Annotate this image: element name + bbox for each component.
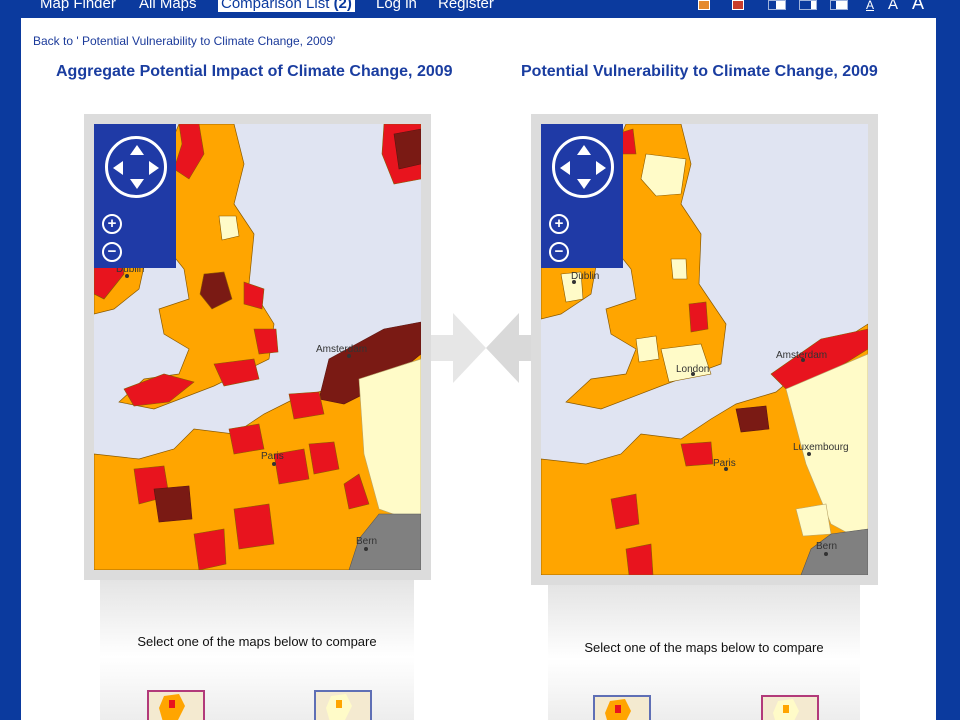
map-label-paris: Paris — [713, 458, 736, 469]
rss-icon[interactable] — [698, 0, 710, 10]
nav-map-finder[interactable]: Map Finder — [40, 0, 116, 12]
pan-up-icon[interactable] — [577, 145, 591, 155]
top-navigation: Map Finder All Maps Comparison List (2) … — [0, 0, 960, 18]
pan-left-icon[interactable] — [560, 161, 570, 175]
layout-wide-icon[interactable] — [830, 0, 848, 10]
font-size-medium-button[interactable]: A — [888, 0, 899, 13]
map-label-bern: Bern — [816, 541, 837, 552]
pan-up-icon[interactable] — [130, 145, 144, 155]
layout-medium-icon[interactable] — [799, 0, 817, 10]
nav-log-in[interactable]: Log in — [376, 0, 417, 12]
map-title-left: Aggregate Potential Impact of Climate Ch… — [56, 63, 453, 80]
compare-prompt-left: Select one of the maps below to compare — [137, 634, 377, 649]
map-controls-left: + − — [94, 124, 176, 268]
content-panel: Back to ' Potential Vulnerability to Cli… — [21, 18, 936, 720]
map-label-bern: Bern — [356, 536, 377, 547]
pan-right-icon[interactable] — [149, 161, 159, 175]
pan-left-icon[interactable] — [113, 161, 123, 175]
map-label-luxembourg: Luxembourg — [793, 442, 849, 453]
compare-prompt-right: Select one of the maps below to compare — [584, 640, 824, 655]
choropleth-map-left: Dublin Amsterdam Paris Bern — [94, 124, 421, 570]
map-canvas-right[interactable]: Dublin Amsterdam London Paris Luxembourg… — [541, 124, 868, 575]
map-label-london: London — [676, 364, 709, 375]
pan-control-left[interactable] — [105, 136, 167, 198]
back-link[interactable]: Back to ' Potential Vulnerability to Cli… — [33, 34, 336, 48]
map-label-paris: Paris — [261, 451, 284, 462]
pan-down-icon[interactable] — [130, 179, 144, 189]
font-size-small-button[interactable]: A — [866, 0, 875, 12]
compare-panel-right: Select one of the maps below to compare — [548, 585, 860, 720]
map-frame-right: Dublin Amsterdam London Paris Luxembourg… — [531, 114, 878, 585]
gift-icon[interactable] — [732, 0, 744, 10]
map-frame-left: Dublin Amsterdam Paris Bern + − — [84, 114, 431, 580]
map-thumbnail[interactable] — [147, 690, 205, 720]
zoom-out-button-right[interactable]: − — [549, 242, 569, 262]
map-thumbnail[interactable] — [761, 695, 819, 720]
nav-comparison-label: Comparison List — [221, 0, 330, 12]
zoom-out-button-left[interactable]: − — [102, 242, 122, 262]
font-size-large-button[interactable]: A — [912, 0, 925, 13]
map-label-amsterdam: Amsterdam — [316, 344, 367, 355]
zoom-in-button-left[interactable]: + — [102, 214, 122, 234]
pan-control-right[interactable] — [552, 136, 614, 198]
layout-narrow-icon[interactable] — [768, 0, 786, 10]
map-label-amsterdam: Amsterdam — [776, 350, 827, 361]
pan-right-icon[interactable] — [596, 161, 606, 175]
zoom-in-button-right[interactable]: + — [549, 214, 569, 234]
pan-down-icon[interactable] — [577, 179, 591, 189]
map-thumbnail[interactable] — [593, 695, 651, 720]
nav-register[interactable]: Register — [438, 0, 494, 12]
map-label-dublin: Dublin — [571, 271, 599, 282]
map-title-right: Potential Vulnerability to Climate Chang… — [521, 63, 878, 80]
compare-panel-left: Select one of the maps below to compare — [100, 580, 414, 720]
nav-comparison-list[interactable]: Comparison List (2) — [218, 0, 355, 12]
map-thumbnail[interactable] — [314, 690, 372, 720]
map-controls-right: + − — [541, 124, 623, 268]
map-canvas-left[interactable]: Dublin Amsterdam Paris Bern + − — [94, 124, 421, 570]
nav-all-maps[interactable]: All Maps — [139, 0, 197, 12]
compare-arrows-icon — [431, 313, 541, 383]
map-label-dublin: Dublin — [116, 264, 144, 275]
comparison-count: (2) — [333, 0, 352, 12]
